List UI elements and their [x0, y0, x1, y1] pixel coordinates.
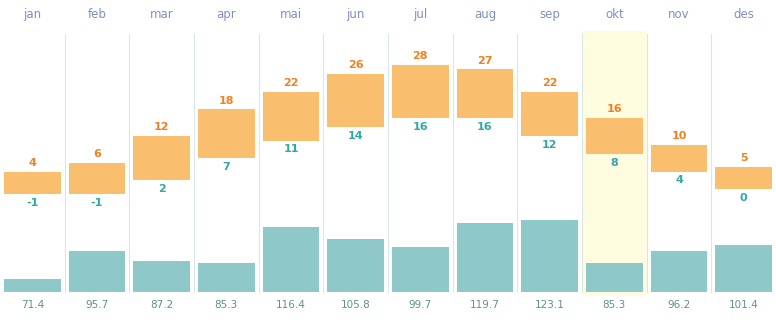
Text: 5: 5 — [740, 153, 747, 163]
Bar — [327, 74, 384, 127]
Text: 22: 22 — [283, 78, 299, 88]
Text: 6: 6 — [93, 149, 101, 159]
Text: des: des — [733, 8, 754, 21]
Bar — [68, 163, 126, 194]
Bar — [4, 279, 61, 292]
Bar — [392, 65, 449, 118]
Bar — [68, 251, 126, 292]
Text: 4: 4 — [675, 175, 683, 185]
Bar — [521, 220, 578, 292]
Text: mar: mar — [150, 8, 174, 21]
Text: -1: -1 — [26, 198, 39, 208]
Bar — [198, 263, 255, 292]
Bar — [650, 145, 708, 172]
Text: 99.7: 99.7 — [409, 300, 432, 310]
Text: 71.4: 71.4 — [21, 300, 44, 310]
Bar — [456, 69, 514, 118]
Text: 7: 7 — [223, 162, 230, 172]
Text: 95.7: 95.7 — [85, 300, 109, 310]
Text: 14: 14 — [348, 131, 363, 141]
Bar — [582, 31, 646, 296]
Bar — [650, 251, 708, 292]
Text: 16: 16 — [413, 122, 428, 132]
Text: apr: apr — [217, 8, 236, 21]
Text: 10: 10 — [671, 131, 687, 141]
Bar — [133, 136, 190, 181]
Text: 26: 26 — [348, 60, 363, 70]
Text: jul: jul — [413, 8, 428, 21]
Bar — [198, 109, 255, 158]
Text: 22: 22 — [542, 78, 557, 88]
Bar — [392, 246, 449, 292]
Bar — [456, 224, 514, 292]
Bar — [133, 261, 190, 292]
Text: feb: feb — [88, 8, 106, 21]
Text: 12: 12 — [154, 122, 169, 132]
Bar — [715, 245, 772, 292]
Bar — [715, 167, 772, 189]
Text: 8: 8 — [611, 158, 618, 168]
Bar — [4, 172, 61, 194]
Text: 4: 4 — [29, 158, 36, 168]
Text: 12: 12 — [542, 140, 557, 150]
Text: 11: 11 — [283, 144, 299, 154]
Text: -1: -1 — [91, 198, 103, 208]
Text: 116.4: 116.4 — [276, 300, 306, 310]
Bar — [262, 227, 320, 292]
Text: sep: sep — [539, 8, 560, 21]
Text: 18: 18 — [219, 96, 234, 106]
Text: 123.1: 123.1 — [535, 300, 565, 310]
Text: 28: 28 — [413, 51, 428, 61]
Text: 2: 2 — [158, 184, 165, 194]
Text: jan: jan — [23, 8, 41, 21]
Bar — [586, 118, 643, 154]
Bar — [327, 239, 384, 292]
Text: mai: mai — [280, 8, 302, 21]
Text: aug: aug — [474, 8, 496, 21]
Text: 16: 16 — [477, 122, 493, 132]
Text: nov: nov — [668, 8, 690, 21]
Text: 87.2: 87.2 — [150, 300, 173, 310]
Text: 101.4: 101.4 — [729, 300, 759, 310]
Bar — [262, 92, 320, 141]
Text: 119.7: 119.7 — [470, 300, 500, 310]
Text: 85.3: 85.3 — [215, 300, 238, 310]
Text: 105.8: 105.8 — [341, 300, 371, 310]
Text: okt: okt — [605, 8, 624, 21]
Bar — [521, 92, 578, 136]
Text: 85.3: 85.3 — [603, 300, 626, 310]
Bar — [586, 263, 643, 292]
Text: 27: 27 — [477, 56, 493, 66]
Text: 96.2: 96.2 — [667, 300, 691, 310]
Text: jun: jun — [346, 8, 365, 21]
Text: 0: 0 — [740, 193, 747, 203]
Text: 16: 16 — [607, 104, 622, 114]
